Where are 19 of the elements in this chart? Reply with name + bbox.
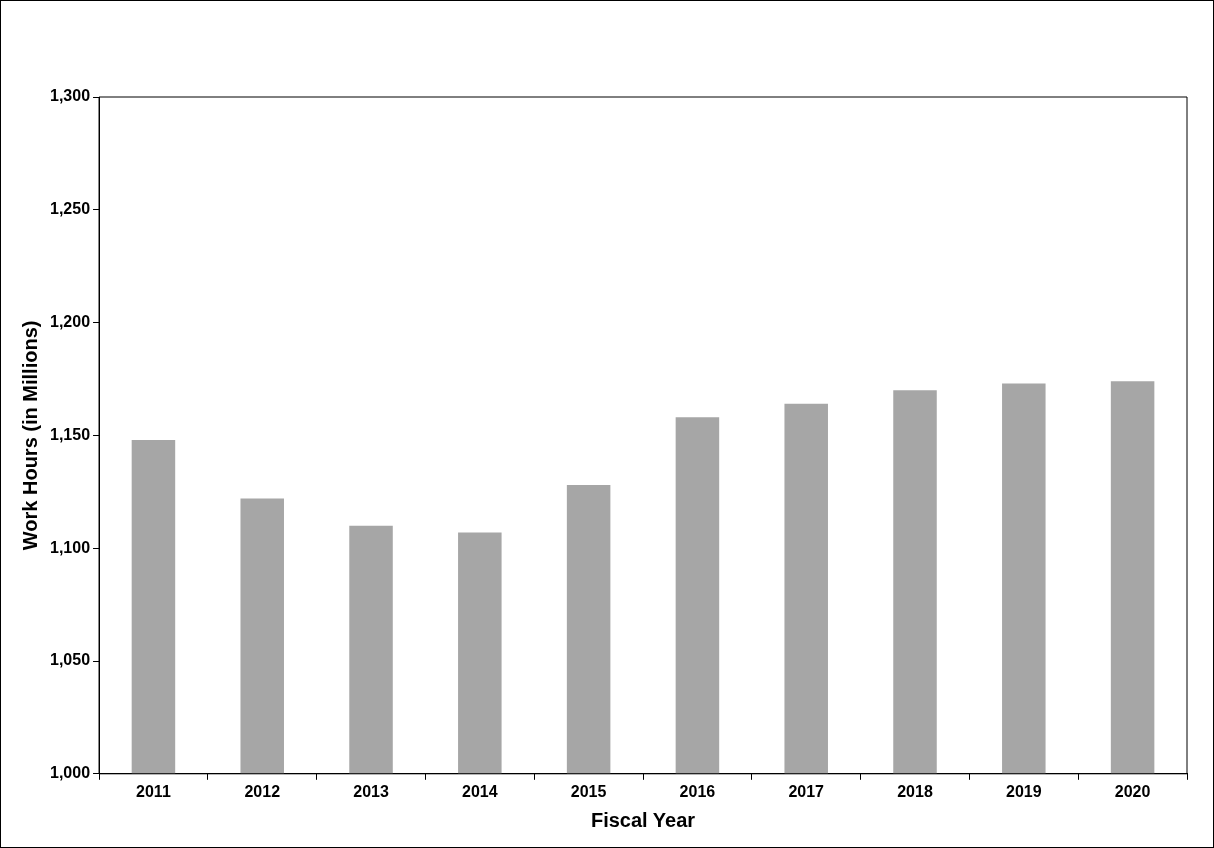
y-tick-label: 1,300	[49, 87, 91, 105]
x-tick-label: 2020	[1114, 782, 1151, 800]
y-axis-title: Work Hours (in Millions)	[18, 320, 41, 551]
x-tick-label: 2016	[679, 782, 716, 800]
y-tick-label: 1,100	[49, 538, 91, 556]
x-tick-label: 2019	[1006, 782, 1042, 800]
y-tick-label: 1,200	[49, 313, 91, 331]
y-tick-label: 1,150	[49, 425, 91, 443]
y-tick-label: 1,000	[49, 764, 91, 782]
x-tick-label: 2013	[353, 782, 389, 800]
x-tick-label: 2018	[897, 782, 933, 800]
x-tick-label: 2011	[136, 782, 171, 800]
x-tick-label: 2014	[462, 782, 498, 800]
y-tick-label: 1,250	[49, 200, 91, 218]
x-axis-title: Fiscal Year	[590, 808, 696, 831]
x-tick-label: 2015	[570, 782, 607, 800]
x-tick-label: 2012	[244, 782, 281, 800]
x-tick-label: 2017	[788, 782, 825, 800]
y-tick-label: 1,050	[49, 651, 91, 669]
